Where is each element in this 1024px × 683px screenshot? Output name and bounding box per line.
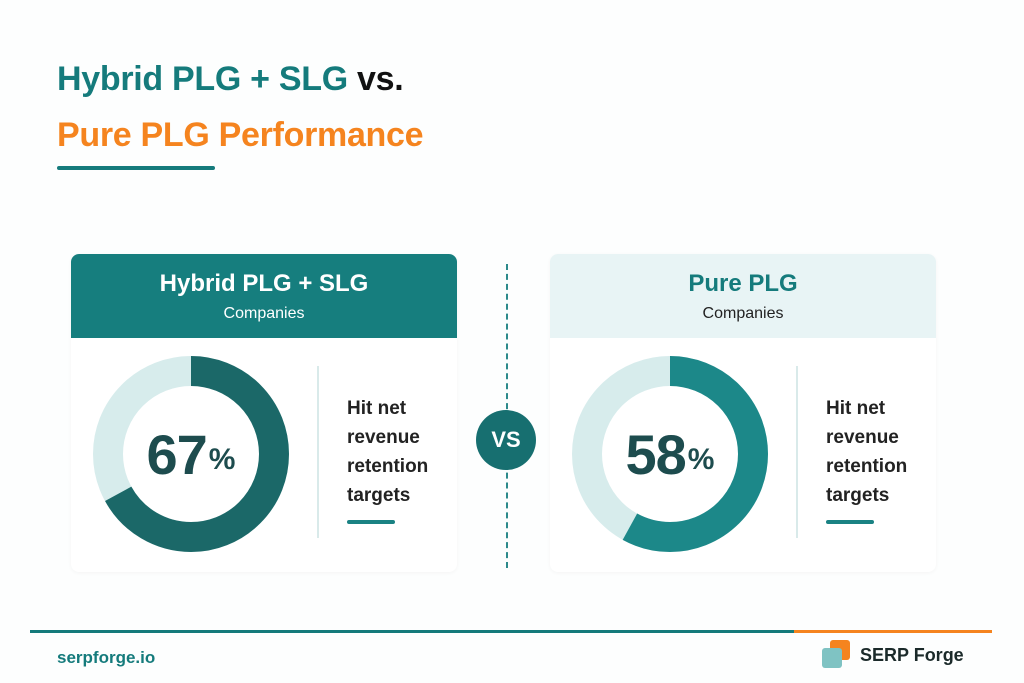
title-underline xyxy=(57,166,215,170)
vs-badge: VS xyxy=(476,410,536,470)
pure-plg-donut-chart: 58% xyxy=(570,354,770,554)
serp-forge-logo-icon xyxy=(822,640,852,670)
pure-plg-metric-line-2: revenue xyxy=(826,427,899,448)
page-title-line-1: Hybrid PLG + SLG vs. xyxy=(57,60,404,99)
pure-plg-percent-sign: % xyxy=(687,443,715,476)
hybrid-metric-underline xyxy=(347,520,395,524)
hybrid-metric-line-2: revenue xyxy=(347,427,420,448)
hybrid-card: Hybrid PLG + SLG Companies 67% Hit net r… xyxy=(71,254,457,572)
hybrid-metric-line-3: retention xyxy=(347,456,429,477)
pure-plg-card-header: Pure PLG Companies xyxy=(550,254,936,338)
hybrid-percent-value: 67 xyxy=(146,422,208,486)
title-vs: vs. xyxy=(347,60,404,98)
pure-plg-metric-text: Hit net revenue retention targets xyxy=(826,394,907,510)
pure-plg-metric-line-3: retention xyxy=(826,456,908,477)
pure-plg-donut-arc xyxy=(572,356,768,552)
hybrid-percent-label: 67% xyxy=(91,354,291,554)
hybrid-card-title: Hybrid PLG + SLG xyxy=(159,270,369,297)
pure-plg-metric-line-1: Hit net xyxy=(826,398,886,419)
pure-plg-card-title: Pure PLG xyxy=(688,270,798,297)
pure-plg-donut-svg xyxy=(572,356,768,552)
footer-rule-orange xyxy=(794,630,992,633)
pure-plg-card: Pure PLG Companies 58% Hit net revenue r… xyxy=(550,254,936,572)
hybrid-donut-arc xyxy=(93,356,289,552)
pure-plg-metric-line-4: targets xyxy=(826,485,890,506)
hybrid-card-subtitle: Companies xyxy=(223,305,305,322)
footer-rule-teal xyxy=(30,630,794,633)
footer-website-link[interactable]: serpforge.io xyxy=(57,648,156,667)
hybrid-donut-chart: 67% xyxy=(91,354,291,554)
logo-square-front xyxy=(822,648,842,668)
pure-plg-vertical-divider xyxy=(796,366,798,538)
pure-plg-card-subtitle: Companies xyxy=(702,305,784,322)
pure-plg-percent-value: 58 xyxy=(625,422,687,486)
brand-name: SERP Forge xyxy=(860,644,964,665)
page-title-line-2: Pure PLG Performance xyxy=(57,116,424,154)
hybrid-metric-line-1: Hit net xyxy=(347,398,407,419)
hybrid-metric-line-4: targets xyxy=(347,485,411,506)
hybrid-donut-svg xyxy=(93,356,289,552)
hybrid-vertical-divider xyxy=(317,366,319,538)
pure-plg-metric-underline xyxy=(826,520,874,524)
hybrid-card-header: Hybrid PLG + SLG Companies xyxy=(71,254,457,338)
hybrid-percent-sign: % xyxy=(208,443,236,476)
title-hybrid: Hybrid PLG + SLG xyxy=(57,60,348,98)
brand-logo-lockup: SERP Forge xyxy=(822,640,964,670)
hybrid-metric-text: Hit net revenue retention targets xyxy=(347,394,428,510)
pure-plg-percent-label: 58% xyxy=(570,354,770,554)
